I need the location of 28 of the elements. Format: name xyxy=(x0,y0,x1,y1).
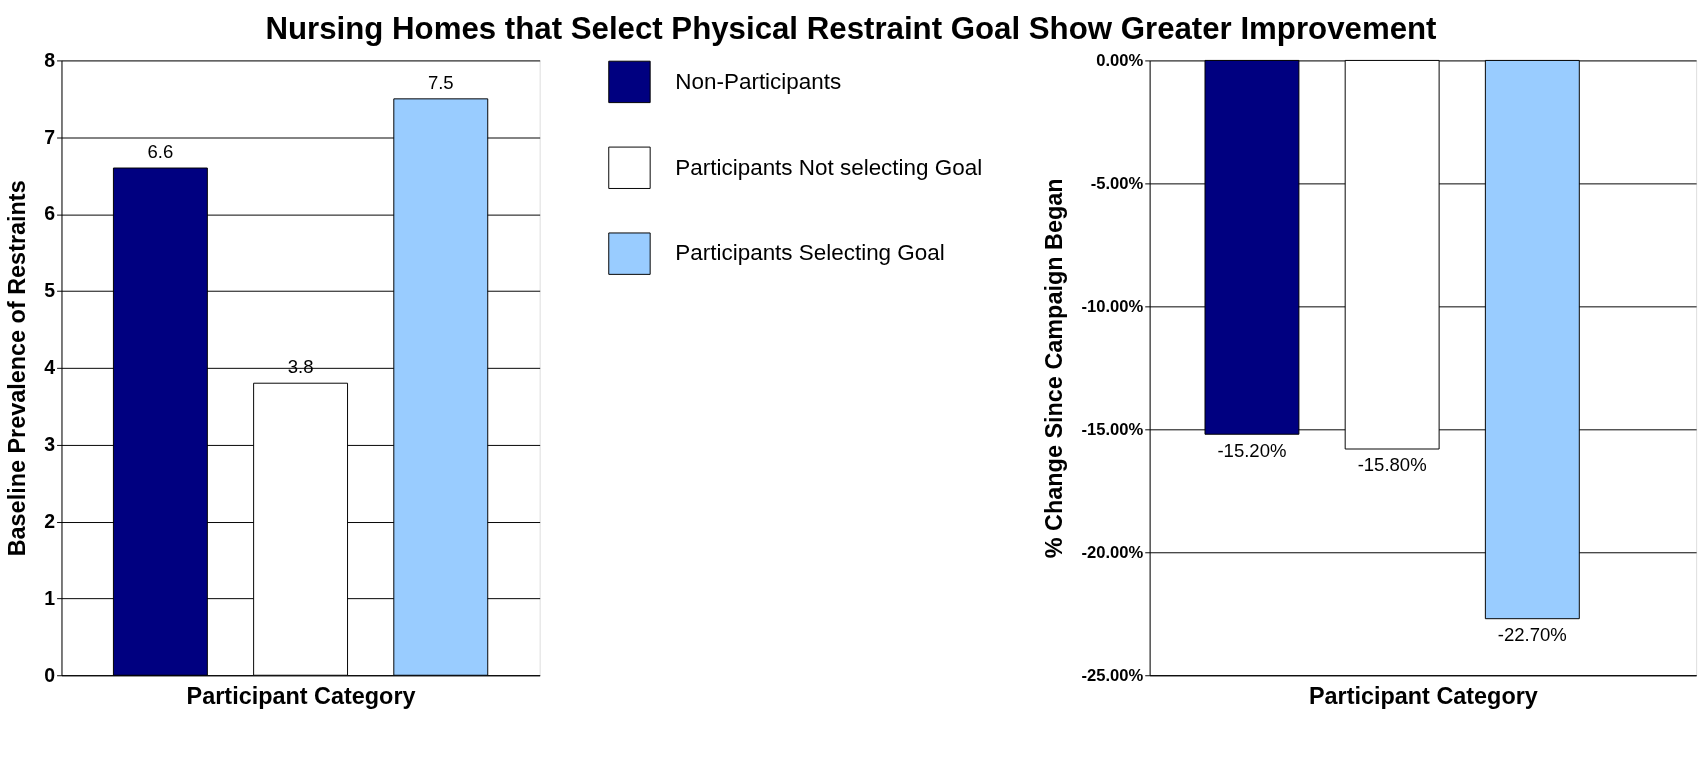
y-tick-label: 7 xyxy=(44,125,56,148)
y-tick-label: -25.00% xyxy=(1081,665,1144,685)
data-label: -15.80% xyxy=(1357,454,1427,476)
y-tick-label: 0 xyxy=(44,663,56,686)
y-tick-label: 3 xyxy=(44,433,56,456)
y-tick-label: 2 xyxy=(44,509,56,532)
y-axis-title: % Change Since Campaign Began xyxy=(1040,178,1067,559)
y-tick-label: 8 xyxy=(44,48,56,71)
text: Nursing Homes that Select Physical Restraint Goal Show Greater Improvement xyxy=(265,11,1438,47)
y-tick-label: -15.00% xyxy=(1081,419,1144,439)
data-label: -15.20% xyxy=(1217,439,1287,461)
data-label: -22.70% xyxy=(1497,624,1567,646)
legend-label: Participants Selecting Goal xyxy=(675,240,945,266)
y-tick-label: 6 xyxy=(44,202,56,225)
y-tick-label: 5 xyxy=(44,279,56,302)
x-axis-title: Participant Category xyxy=(186,683,416,710)
y-tick-label: 4 xyxy=(44,356,56,379)
y-tick-label: -20.00% xyxy=(1081,542,1144,562)
y-tick-label: -10.00% xyxy=(1081,296,1144,316)
data-label: 7.5 xyxy=(427,72,454,94)
legend-label: Participants Not selecting Goal xyxy=(675,154,983,180)
y-tick-label: 1 xyxy=(44,586,56,609)
y-tick-label: -5.00% xyxy=(1090,173,1144,193)
y-axis-title: Baseline Prevalence of Restraints xyxy=(3,180,30,557)
legend-label: Non-Participants xyxy=(675,68,842,94)
x-axis-title: Participant Category xyxy=(1308,683,1538,710)
data-label: 6.6 xyxy=(147,141,174,163)
y-tick-label: 0.00% xyxy=(1096,50,1144,70)
